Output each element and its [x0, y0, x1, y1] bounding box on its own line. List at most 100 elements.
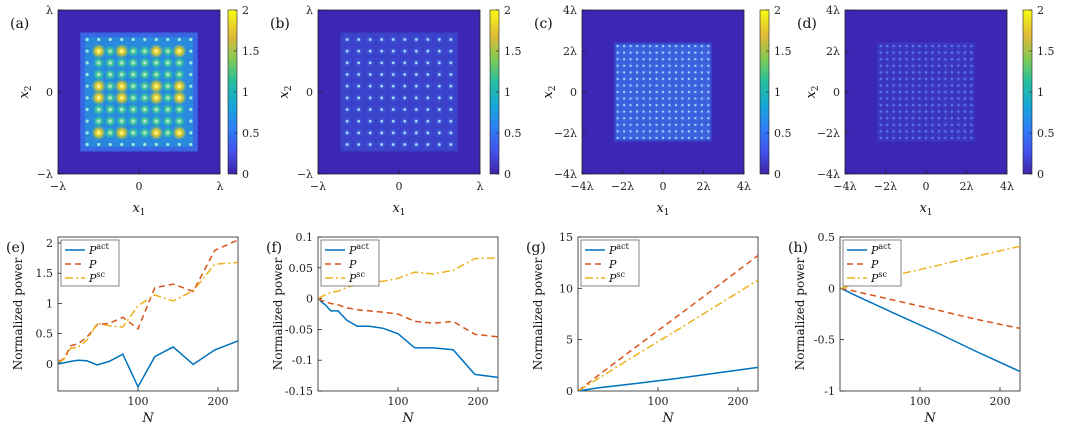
scatterer: [623, 104, 626, 107]
scatterer: [957, 64, 960, 67]
scatterer: [357, 119, 361, 123]
legend-entry: P: [88, 258, 97, 271]
scatterer: [449, 73, 453, 76]
scatterer: [403, 119, 407, 123]
scatterer: [189, 142, 193, 147]
scatterer: [668, 123, 671, 126]
scatterer: [668, 77, 671, 80]
legend-entry: Pact: [348, 242, 370, 257]
scatterer: [661, 51, 665, 54]
scatterer: [449, 131, 453, 135]
scatterer: [623, 97, 626, 100]
series-line-P: [578, 254, 759, 392]
colorbar-tick-label: 0: [504, 168, 511, 181]
scatterer: [668, 117, 671, 120]
scatterer: [668, 84, 671, 87]
scatterer: [629, 130, 632, 133]
scatterer: [950, 58, 954, 61]
scatterer: [931, 97, 934, 100]
scatterer: [879, 104, 882, 107]
scatterer: [357, 61, 361, 65]
scatterer: [700, 130, 703, 133]
scatterer: [879, 64, 882, 67]
scatterer: [937, 71, 941, 74]
scatterer: [655, 104, 658, 107]
scatterer: [357, 49, 361, 53]
scatterer: [924, 123, 928, 126]
scatterer: [642, 84, 645, 87]
y-tick-label: −λ: [297, 168, 313, 181]
scatterer: [345, 131, 349, 135]
scatterer: [707, 44, 710, 48]
scatterer: [189, 37, 193, 42]
scatterer: [177, 119, 181, 123]
scatterer: [616, 130, 619, 133]
scatterer: [414, 73, 418, 76]
legend-entry: Pact: [608, 242, 630, 257]
x-tick-label: 100: [910, 395, 931, 408]
scatterer: [931, 44, 934, 48]
scatterer: [957, 71, 960, 74]
scatterer: [635, 77, 639, 80]
series-line-act: [318, 298, 499, 379]
scatterer: [687, 84, 691, 87]
scatterer: [629, 71, 632, 74]
y-tick-label: 0: [833, 86, 840, 99]
scatterer: [635, 117, 639, 120]
scatterer: [937, 64, 941, 67]
scatterer: [85, 119, 89, 123]
y-tick-label: 0: [306, 293, 313, 306]
scatterer: [166, 49, 170, 53]
scatterer: [963, 71, 966, 74]
scatterer: [661, 130, 665, 133]
x-tick-label: 200: [990, 395, 1011, 408]
scatterer: [950, 51, 954, 54]
series-line-sc: [58, 261, 239, 363]
scatterer: [345, 73, 349, 76]
scatterer: [694, 136, 697, 140]
scatterer: [380, 84, 384, 88]
colorbar-tick-label: 1.5: [242, 45, 260, 58]
scatterer: [616, 123, 619, 126]
scatterer: [918, 90, 921, 94]
scatterer: [886, 58, 889, 61]
scatterer: [97, 107, 101, 112]
x-tick-label: −λ: [310, 180, 326, 193]
scatterer: [957, 123, 960, 126]
y-tick-label: −λ: [37, 168, 53, 181]
scatterer: [648, 136, 652, 140]
scatterer: [437, 108, 441, 111]
colorbar-tick-label: 2: [504, 4, 511, 17]
scatterer: [681, 130, 684, 133]
y-axis-label: x2: [17, 85, 34, 98]
scatterer: [635, 64, 639, 67]
scatterer: [177, 96, 181, 100]
scatterer: [655, 136, 658, 140]
scatterer: [120, 96, 124, 100]
scatterer: [905, 117, 908, 120]
scatterer: [879, 51, 882, 54]
legend-entry: Psc: [608, 270, 626, 285]
x-tick-label: λ: [477, 180, 484, 193]
scatterer: [957, 136, 960, 140]
scatterer: [426, 61, 430, 65]
scatterer: [898, 130, 902, 133]
scatterer: [694, 104, 697, 107]
scatterer: [655, 117, 658, 120]
scatterer: [668, 71, 671, 74]
scatterer: [911, 90, 915, 94]
scatterer: [879, 84, 882, 87]
scatterer: [629, 110, 632, 113]
scatterer: [189, 84, 193, 88]
scatterer: [426, 143, 430, 146]
scatterer: [905, 104, 908, 107]
scatterer: [120, 37, 124, 42]
scatterer: [131, 61, 135, 65]
scatterer: [661, 58, 665, 61]
scatterer: [655, 97, 658, 100]
scatterer: [707, 58, 710, 61]
scatterer: [674, 44, 678, 48]
scatterer: [892, 84, 895, 87]
scatterer: [963, 64, 966, 67]
